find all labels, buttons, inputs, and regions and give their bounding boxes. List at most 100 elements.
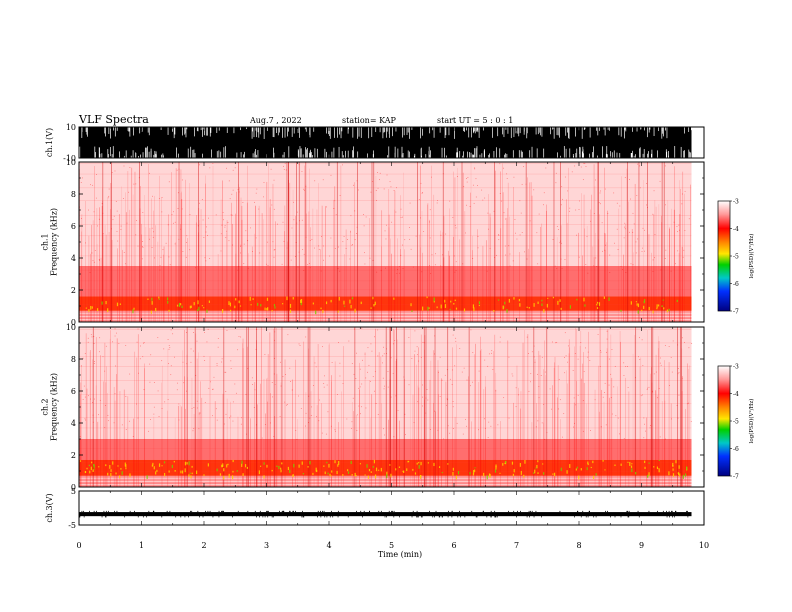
speckle	[499, 336, 501, 338]
speckle	[498, 234, 500, 236]
hot-spot	[189, 305, 191, 309]
hot-spot	[161, 465, 163, 467]
speckle	[202, 219, 204, 221]
speckle	[526, 336, 528, 338]
ch1-waveform-gap	[287, 127, 288, 137]
speckle	[246, 433, 247, 435]
ch1-waveform-gap	[631, 153, 633, 158]
speckle	[512, 375, 514, 377]
speckle	[543, 404, 545, 405]
speckle	[221, 224, 223, 226]
panel-frame	[78, 490, 705, 526]
speckle	[171, 214, 173, 216]
ch3-waveform-spike	[301, 516, 303, 518]
speckle	[536, 232, 538, 234]
hot-spot	[90, 305, 92, 310]
speckle	[113, 422, 115, 424]
ch3-waveform-spike	[378, 510, 380, 513]
hot-spot	[110, 472, 112, 477]
speckle	[495, 390, 497, 392]
speckle	[111, 228, 112, 230]
speckle	[283, 168, 285, 170]
hot-spot	[469, 472, 471, 475]
speckle	[93, 211, 95, 213]
speckle	[334, 200, 336, 202]
speckle	[363, 225, 365, 227]
speckle	[291, 227, 293, 229]
hot-spot	[234, 305, 236, 309]
speckle	[652, 271, 654, 273]
speckle	[212, 163, 214, 165]
hot-spot	[672, 473, 675, 477]
ch1-waveform-gap	[116, 127, 118, 131]
speckle	[395, 395, 397, 397]
ch1-waveform-gap	[272, 127, 274, 137]
hot-spot	[584, 304, 586, 307]
speckle	[180, 228, 182, 230]
speckle	[627, 387, 629, 388]
ch1-waveform-gap	[668, 155, 670, 158]
ch3-waveform-spike	[434, 516, 435, 518]
hot-spot	[677, 472, 679, 474]
speckle	[560, 204, 562, 206]
speckle	[664, 345, 666, 346]
ch1-waveform-gap	[661, 127, 663, 139]
hot-spot	[528, 307, 530, 309]
speckle	[521, 232, 523, 234]
ch1-waveform-gap	[111, 154, 113, 158]
speckle	[361, 383, 363, 385]
y-tick-label: 10	[66, 323, 76, 332]
ch1-waveform-gap	[202, 127, 204, 130]
ch3-waveform-spike	[471, 510, 473, 513]
speckle	[399, 272, 401, 274]
speckle	[142, 356, 144, 358]
speckle	[396, 187, 397, 189]
speckle	[267, 265, 269, 266]
speckle	[152, 195, 153, 197]
ch1-waveform-gap	[605, 153, 607, 158]
ch1-waveform-gap	[128, 127, 129, 132]
ch1-waveform-gap	[526, 127, 528, 134]
speckle	[489, 248, 491, 249]
speckle	[681, 377, 683, 379]
ch3-waveform-spike	[101, 516, 103, 518]
ch3-waveform-spike	[362, 516, 363, 518]
speckle	[688, 347, 690, 349]
ch3-waveform-spike	[205, 510, 206, 513]
speckle	[115, 201, 117, 202]
hot-spot	[191, 472, 193, 475]
hot-spot	[523, 474, 525, 478]
speckle	[429, 221, 430, 223]
speckle	[619, 433, 620, 435]
ch1-waveform-gap	[510, 127, 512, 139]
ch1-waveform-gap	[246, 127, 247, 130]
ch1-waveform-gap	[382, 127, 384, 139]
speckle	[561, 242, 562, 244]
ch1-waveform-gap	[492, 127, 493, 138]
speckle	[528, 353, 529, 354]
speckle	[223, 219, 224, 221]
ch1-waveform-gap	[635, 154, 636, 158]
ch1-waveform-gap	[454, 127, 455, 139]
speckle	[383, 353, 385, 355]
ch3-waveform-spike	[369, 510, 371, 513]
speckle	[623, 237, 625, 239]
speckle	[559, 240, 561, 242]
speckle	[356, 233, 357, 234]
speckle	[601, 222, 603, 224]
speckle	[395, 211, 397, 213]
speckle	[105, 405, 106, 406]
speckle	[364, 353, 366, 355]
speckle	[230, 214, 232, 216]
ch3-waveform-spike	[199, 516, 200, 518]
ch1-waveform-gap	[489, 153, 490, 158]
hot-spot	[489, 473, 491, 478]
ch1-waveform-gap	[98, 147, 100, 158]
speckle	[617, 249, 619, 250]
speckle	[408, 384, 410, 386]
speckle	[494, 257, 496, 258]
ch3-waveform-spike	[137, 516, 139, 518]
ch1-waveform-gap	[347, 150, 349, 158]
speckle	[647, 207, 648, 208]
